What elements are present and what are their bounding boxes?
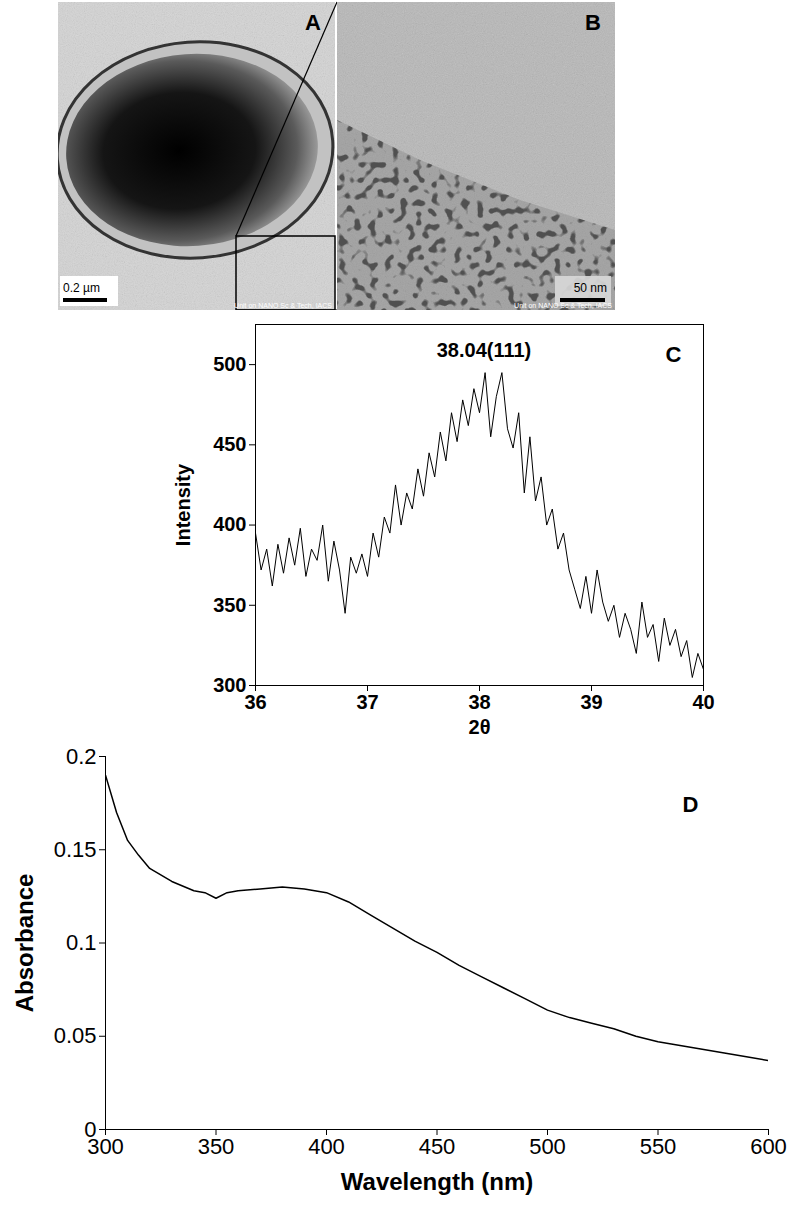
svg-text:B: B <box>585 10 601 35</box>
svg-text:500: 500 <box>529 1134 566 1159</box>
svg-text:0.15: 0.15 <box>54 837 97 862</box>
svg-text:Intensity: Intensity <box>172 463 194 546</box>
svg-text:300: 300 <box>213 674 246 696</box>
svg-text:300: 300 <box>87 1134 124 1159</box>
svg-text:2θ: 2θ <box>469 716 491 738</box>
svg-text:40: 40 <box>692 691 714 713</box>
svg-text:400: 400 <box>213 513 246 535</box>
svg-text:36: 36 <box>244 691 266 713</box>
svg-text:50 nm: 50 nm <box>574 281 607 295</box>
svg-text:400: 400 <box>308 1134 345 1159</box>
svg-text:Absorbance: Absorbance <box>11 874 38 1013</box>
svg-text:0: 0 <box>84 1116 97 1142</box>
svg-text:Wavelength (nm): Wavelength (nm) <box>341 1168 533 1195</box>
svg-text:450: 450 <box>419 1134 456 1159</box>
svg-text:600: 600 <box>750 1134 787 1159</box>
svg-text:Unit on NANO Sc & Tech, IACS: Unit on NANO Sc & Tech, IACS <box>234 302 332 309</box>
svg-text:C: C <box>666 342 682 367</box>
svg-text:500: 500 <box>213 353 246 375</box>
svg-text:450: 450 <box>213 433 246 455</box>
svg-text:D: D <box>683 792 699 817</box>
svg-text:38: 38 <box>468 691 490 713</box>
svg-text:37: 37 <box>356 691 378 713</box>
svg-text:0.1: 0.1 <box>66 930 97 955</box>
svg-text:350: 350 <box>213 594 246 616</box>
svg-text:0.05: 0.05 <box>54 1023 97 1048</box>
svg-text:350: 350 <box>198 1134 235 1159</box>
svg-text:38.04(111): 38.04(111) <box>437 339 532 361</box>
svg-text:550: 550 <box>640 1134 677 1159</box>
svg-text:Unit on NANO Sc & Tech, IACS: Unit on NANO Sc & Tech, IACS <box>514 302 612 309</box>
svg-text:A: A <box>305 10 321 35</box>
svg-text:39: 39 <box>580 691 602 713</box>
svg-text:0.2 µm: 0.2 µm <box>63 281 100 295</box>
svg-text:0.2: 0.2 <box>66 744 97 769</box>
